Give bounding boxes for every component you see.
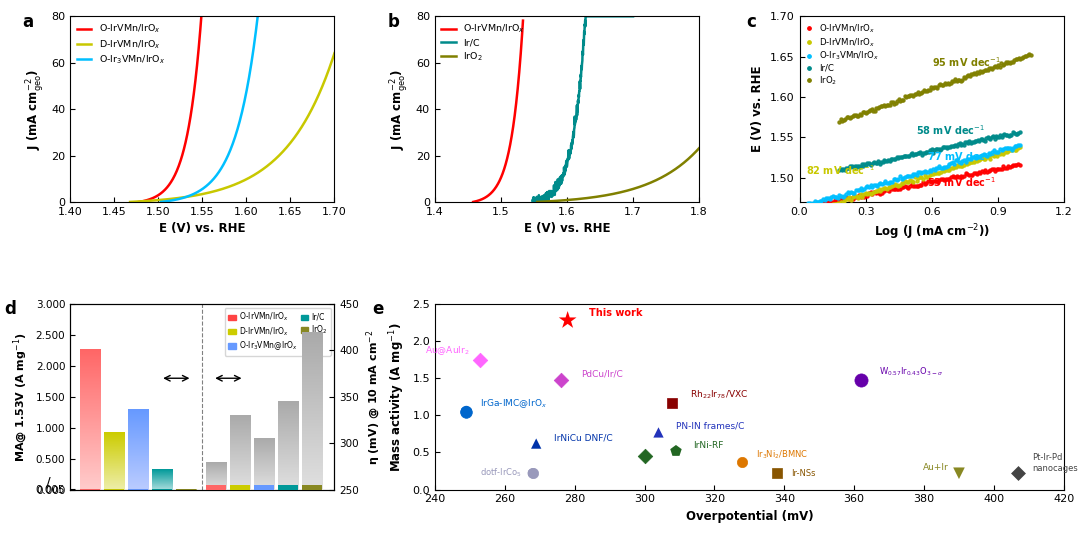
Point	[852, 376, 869, 385]
X-axis label: E (V) vs. RHE: E (V) vs. RHE	[159, 222, 245, 236]
Text: Ir-NSs: Ir-NSs	[792, 469, 815, 479]
Legend: O-IrVMn/IrO$_x$, D-IrVMn/IrO$_x$, O-Ir$_3$VMn@IrO$_x$, Ir/C, IrO$_2$: O-IrVMn/IrO$_x$, D-IrVMn/IrO$_x$, O-Ir$_…	[225, 308, 330, 355]
Y-axis label: MA@ 1.53V (A mg$^{-1}$): MA@ 1.53V (A mg$^{-1}$)	[12, 332, 30, 461]
Text: This work: This work	[589, 308, 643, 318]
Bar	[279, 485, 298, 490]
Point	[950, 469, 968, 478]
Text: IrNi-RF: IrNi-RF	[693, 441, 724, 450]
Y-axis label: E (V) vs. RHE: E (V) vs. RHE	[752, 66, 765, 152]
Point	[552, 376, 569, 385]
Text: Pt-Ir-Pd
nanocages: Pt-Ir-Pd nanocages	[1032, 453, 1078, 473]
Legend: O-IrVMn/IrO$_x$, D-IrVMn/IrO$_x$, O-Ir$_3$VMn/IrO$_x$: O-IrVMn/IrO$_x$, D-IrVMn/IrO$_x$, O-Ir$_…	[75, 21, 166, 68]
Text: Au@AuIr$_2$: Au@AuIr$_2$	[426, 344, 470, 357]
Text: dotf-IrCo$_5$: dotf-IrCo$_5$	[481, 467, 523, 479]
Point	[458, 407, 475, 416]
Text: 58 mV dec$^{-1}$: 58 mV dec$^{-1}$	[916, 123, 985, 137]
Text: 77 mV dec$^{-1}$: 77 mV dec$^{-1}$	[928, 149, 997, 163]
Text: 95 mV dec$^{-1}$: 95 mV dec$^{-1}$	[932, 55, 1000, 69]
Text: b: b	[388, 13, 400, 30]
Point	[524, 469, 541, 478]
Point	[472, 355, 489, 364]
Point	[458, 407, 475, 416]
Text: e: e	[372, 300, 383, 318]
Text: Ir$_3$Ni$_2$/BMNC: Ir$_3$Ni$_2$/BMNC	[756, 449, 809, 461]
Text: IrNiCu DNF/C: IrNiCu DNF/C	[554, 433, 612, 442]
Point	[458, 407, 475, 416]
Point	[667, 447, 685, 455]
Y-axis label: J (mA cm$^{-2}_{\rm geo}$): J (mA cm$^{-2}_{\rm geo}$)	[389, 69, 410, 150]
Y-axis label: Mass activity (A mg$^{-1}$): Mass activity (A mg$^{-1}$)	[387, 322, 407, 472]
Y-axis label: η (mV) @ 10 mA cm$^{-2}$: η (mV) @ 10 mA cm$^{-2}$	[365, 329, 382, 465]
Point	[1010, 469, 1027, 478]
Text: a: a	[23, 13, 33, 30]
Bar	[206, 485, 227, 490]
Text: /: /	[46, 475, 51, 489]
Text: 53 mV dec$^{-1}$: 53 mV dec$^{-1}$	[928, 176, 996, 189]
Point	[559, 316, 577, 325]
Point	[524, 469, 541, 478]
Text: Au+Ir: Au+Ir	[922, 463, 948, 472]
Point	[650, 428, 667, 437]
Legend: O-IrVMn/IrO$_x$, D-IrVMn/IrO$_x$, O-Ir$_3$VMn/IrO$_x$, Ir/C, IrO$_2$: O-IrVMn/IrO$_x$, D-IrVMn/IrO$_x$, O-Ir$_…	[804, 21, 881, 88]
Bar	[302, 485, 323, 490]
Text: c: c	[746, 13, 757, 30]
Text: d: d	[4, 300, 16, 318]
Y-axis label: J (mA cm$^{-2}_{\rm geo}$): J (mA cm$^{-2}_{\rm geo}$)	[24, 69, 45, 150]
Bar	[255, 485, 274, 490]
Point	[524, 469, 541, 478]
Text: PdCu/Ir/C: PdCu/Ir/C	[582, 369, 623, 378]
Text: IrGa-IMC@IrO$_x$: IrGa-IMC@IrO$_x$	[481, 398, 548, 410]
Point	[733, 458, 751, 467]
X-axis label: Log (J (mA cm$^{-2}$)): Log (J (mA cm$^{-2}$))	[874, 222, 989, 242]
Bar	[230, 485, 251, 490]
Legend: O-IrVMn/IrO$_x$, Ir/C, IrO$_2$: O-IrVMn/IrO$_x$, Ir/C, IrO$_2$	[440, 21, 527, 65]
Point	[527, 439, 544, 448]
Text: 82 mV dec$^{-1}$: 82 mV dec$^{-1}$	[806, 164, 875, 177]
Point	[636, 452, 653, 461]
Text: PN-IN frames/C: PN-IN frames/C	[676, 422, 744, 431]
X-axis label: Overpotential (mV): Overpotential (mV)	[686, 510, 813, 523]
Point	[769, 469, 786, 478]
Text: Rh$_{22}$Ir$_{78}$/VXC: Rh$_{22}$Ir$_{78}$/VXC	[690, 389, 748, 401]
Point	[664, 398, 681, 407]
Text: W$_{0.57}$Ir$_{0.43}$O$_{3-σ}$: W$_{0.57}$Ir$_{0.43}$O$_{3-σ}$	[879, 366, 943, 378]
X-axis label: E (V) vs. RHE: E (V) vs. RHE	[524, 222, 610, 236]
